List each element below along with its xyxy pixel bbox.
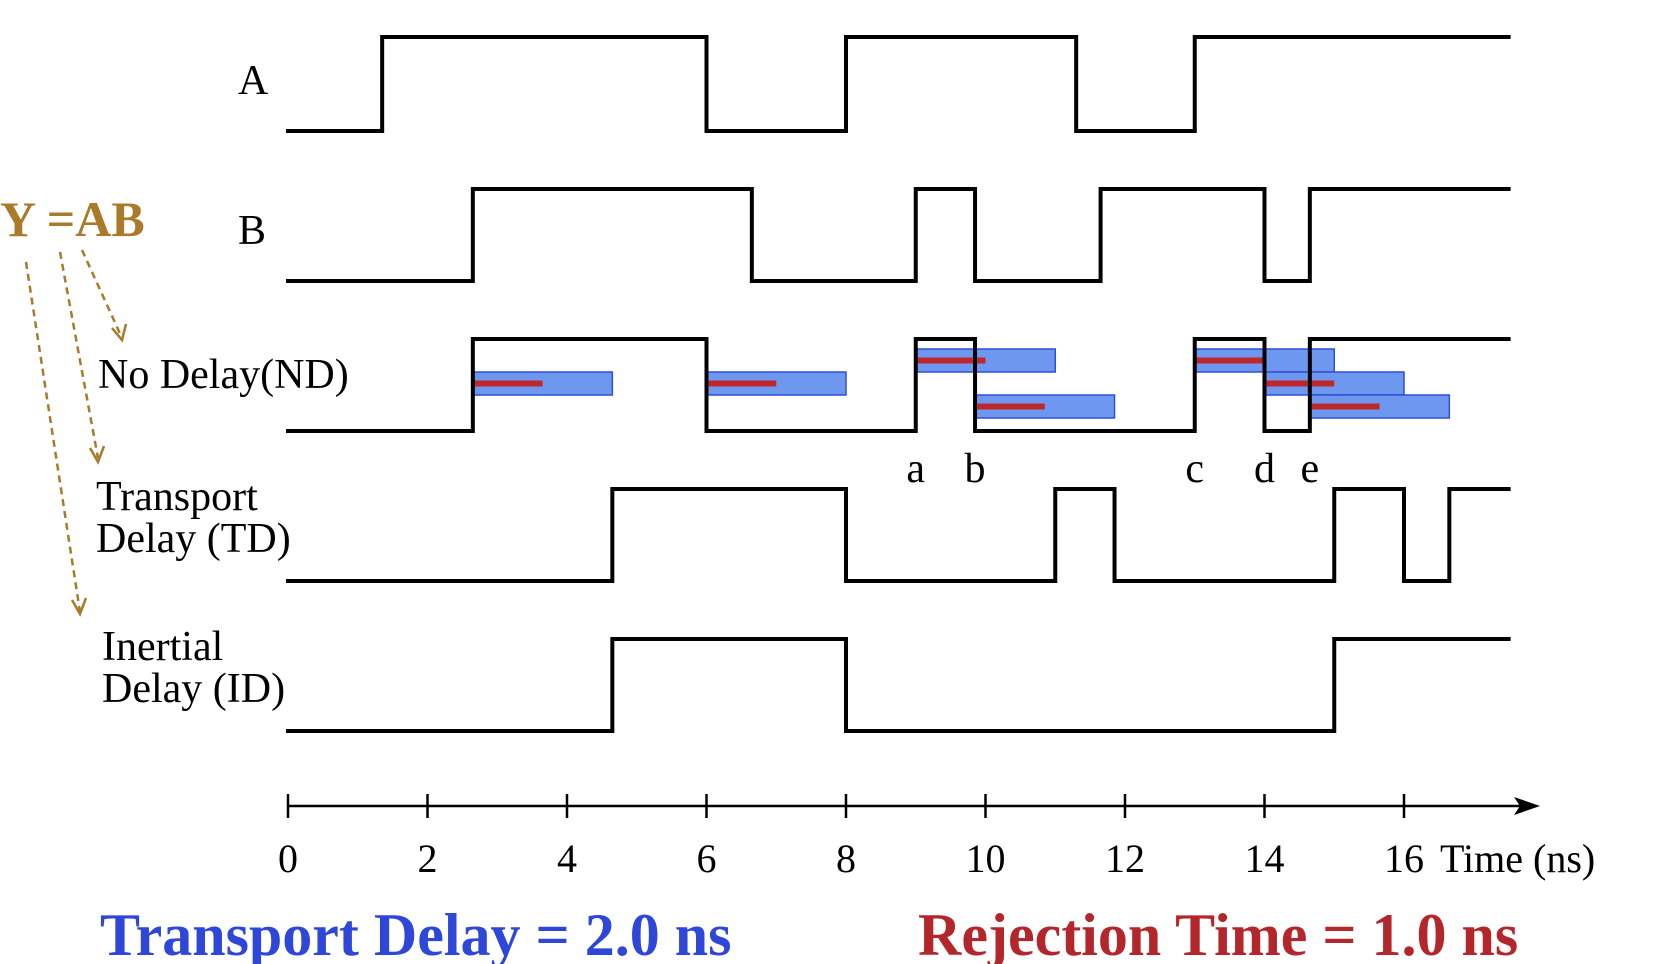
event-label-d: d	[1254, 446, 1275, 492]
signal-label-td-line1: Transport	[96, 474, 258, 520]
axis-arrow-head	[1514, 797, 1540, 815]
arrow-head-nd	[111, 323, 128, 343]
arrow-head-td	[88, 445, 106, 465]
rejection-time-caption: Rejection Time = 1.0 ns	[918, 902, 1518, 964]
signal-label-b: B	[238, 208, 266, 254]
axis-tick-label-8: 8	[836, 836, 856, 881]
waveform-a	[286, 35, 1511, 133]
axis-tick-label-16: 16	[1384, 836, 1424, 881]
axis-tick-label-14: 14	[1245, 836, 1285, 881]
signal-label-nd: No Delay(ND)	[98, 352, 349, 398]
event-label-e: e	[1301, 446, 1320, 492]
waveform-nd	[286, 337, 1511, 433]
transport-delay-caption: Transport Delay = 2.0 ns	[100, 902, 731, 964]
signal-label-td-line2: Delay (TD)	[96, 516, 291, 562]
waveform-id	[286, 637, 1511, 733]
signal-label-a: A	[238, 58, 269, 104]
time-axis: Time (ns) 0 2 4 6 8 10 12 14 16	[278, 794, 1595, 881]
equation-arrows	[24, 249, 128, 617]
axis-tick-label-0: 0	[278, 836, 298, 881]
axis-tick-label-4: 4	[557, 836, 577, 881]
axis-tick-label-10: 10	[966, 836, 1006, 881]
event-label-b: b	[965, 446, 986, 492]
event-label-c: c	[1185, 446, 1204, 492]
signal-label-id-line1: Inertial	[102, 624, 223, 670]
axis-tick-label-6: 6	[697, 836, 717, 881]
axis-label: Time (ns)	[1440, 836, 1595, 881]
event-label-a: a	[906, 446, 925, 492]
waveform-b	[286, 187, 1511, 283]
waveform-td	[286, 487, 1511, 583]
arrow-to-td	[58, 251, 100, 459]
axis-tick-label-12: 12	[1105, 836, 1145, 881]
axis-tick-label-2: 2	[418, 836, 438, 881]
signal-label-id-line2: Delay (ID)	[102, 666, 285, 712]
arrow-to-nd	[80, 249, 124, 339]
arrow-head-id	[70, 597, 88, 617]
delay-windows	[472, 348, 1451, 419]
equation-label: Y =AB	[0, 191, 145, 247]
